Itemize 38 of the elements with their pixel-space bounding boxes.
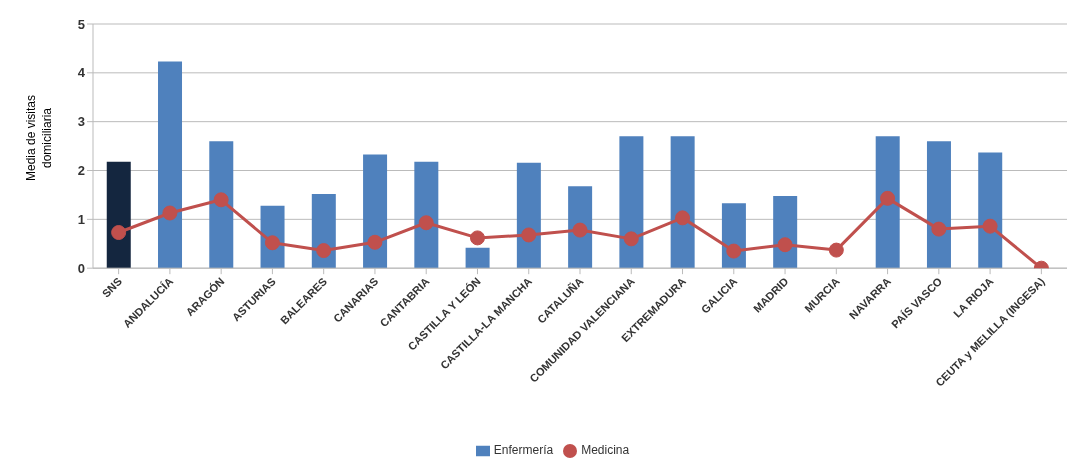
point xyxy=(367,234,383,250)
bar xyxy=(209,141,234,269)
point xyxy=(675,210,691,226)
y-axis-title: Media de visitas domiciliaria xyxy=(23,94,55,184)
y-tick-label: 0 xyxy=(77,260,85,276)
point xyxy=(726,243,742,259)
point xyxy=(469,230,485,246)
point xyxy=(521,227,537,243)
point xyxy=(880,190,896,206)
point xyxy=(623,231,639,247)
y-tick-label: 2 xyxy=(77,163,85,179)
point xyxy=(213,192,229,208)
point xyxy=(418,215,434,231)
point xyxy=(572,222,588,238)
bar xyxy=(414,161,439,269)
y-tick-label: 3 xyxy=(77,114,85,130)
y-tick-label: 1 xyxy=(77,211,85,227)
y-tick-label: 5 xyxy=(77,16,85,32)
point xyxy=(777,237,793,253)
bar xyxy=(619,136,644,269)
bar xyxy=(106,161,131,269)
point xyxy=(111,225,127,241)
point xyxy=(162,205,178,221)
bar xyxy=(926,141,951,269)
point xyxy=(316,243,332,259)
bar xyxy=(670,136,695,269)
bar xyxy=(516,162,541,269)
bar xyxy=(158,61,183,269)
bar xyxy=(978,152,1003,269)
bar xyxy=(875,136,900,269)
point xyxy=(931,221,947,237)
legend-label: Enfermería xyxy=(493,443,554,458)
legend-label: Medicina xyxy=(581,443,630,458)
point xyxy=(982,218,998,234)
bar xyxy=(465,247,490,269)
bar xyxy=(363,154,388,269)
y-tick-label: 4 xyxy=(77,65,86,81)
point xyxy=(828,242,844,258)
